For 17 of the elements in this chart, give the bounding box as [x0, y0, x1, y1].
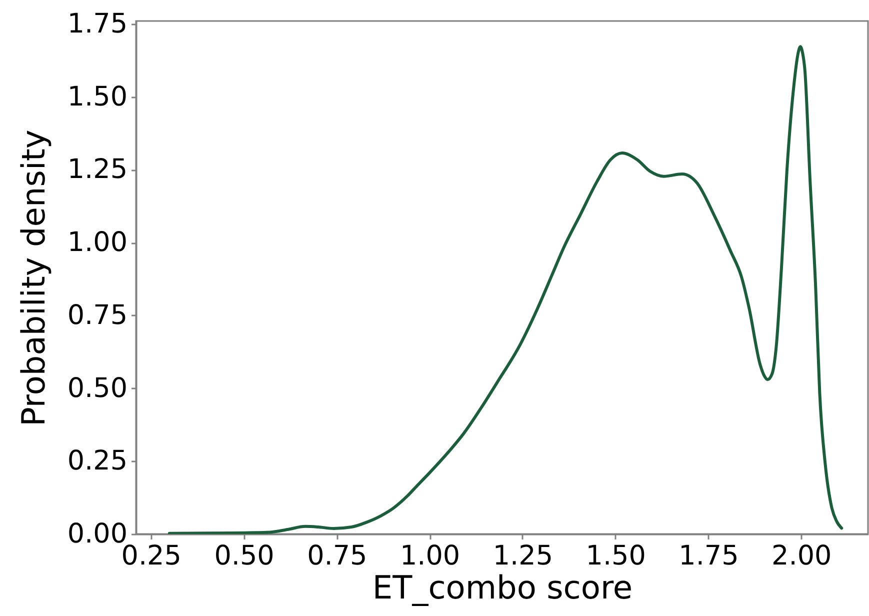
- y-tick-label: 1.50: [67, 81, 128, 112]
- line-series: [168, 45, 844, 534]
- x-tick-label: 1.00: [400, 540, 460, 572]
- x-tick-label: 0.50: [214, 540, 274, 572]
- x-axis-title: ET_combo score: [372, 568, 633, 606]
- x-tick-label: 1.25: [492, 540, 553, 572]
- y-tick-label: 0.75: [67, 300, 128, 331]
- x-tick-label: 1.50: [586, 540, 646, 572]
- y-axis-title: Probability density: [14, 130, 52, 426]
- y-tick-label: 1.00: [67, 227, 128, 258]
- y-tick-label: 0.25: [67, 446, 128, 477]
- y-tick-label: 0.50: [67, 372, 128, 404]
- y-tick-label: 1.25: [67, 154, 128, 186]
- y-tick-label: 1.75: [67, 8, 128, 40]
- x-tick-label: 2.00: [772, 540, 832, 572]
- x-tick-label: 0.75: [307, 540, 368, 572]
- x-tick-label: 1.75: [678, 540, 739, 572]
